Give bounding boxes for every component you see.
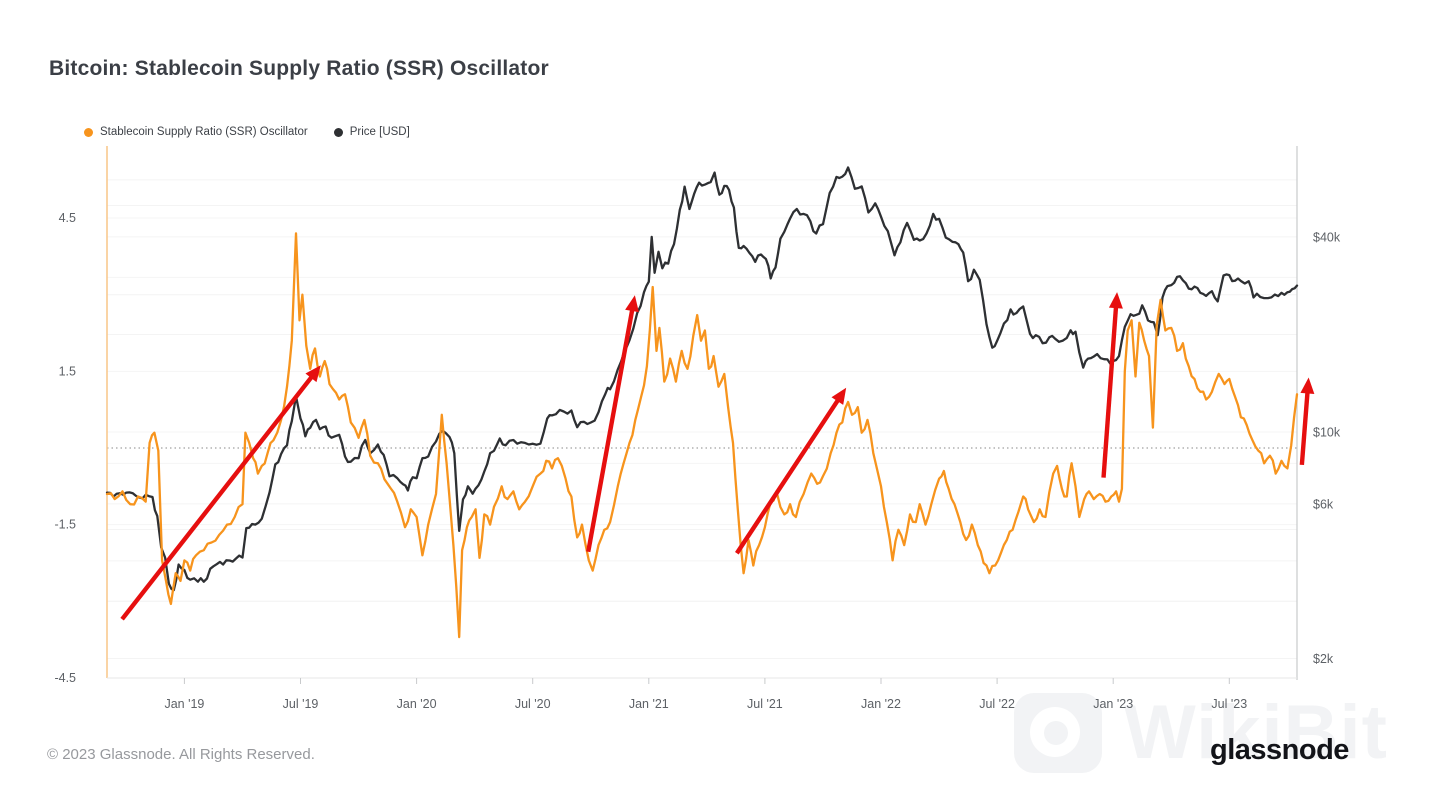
x-tick-label: Jan '20 <box>397 697 437 711</box>
annotation-arrow <box>1101 300 1119 478</box>
y-right-tick-label: $6k <box>1313 497 1334 511</box>
wikibit-logo-icon <box>1014 693 1102 773</box>
price-legend-marker-icon <box>333 127 343 137</box>
ssr-legend-marker-icon <box>84 127 93 137</box>
price-line <box>105 166 1299 592</box>
glassnode-logo: glassnode <box>1210 734 1349 766</box>
annotation-arrowhead <box>1300 377 1315 394</box>
annotation-arrow <box>1299 386 1311 466</box>
ssr-legend-label: Stablecoin Supply Ratio (SSR) Oscillator <box>100 126 308 138</box>
y-left-tick-label: 4.5 <box>59 211 76 225</box>
x-tick-label: Jul '20 <box>515 697 551 711</box>
legend: Stablecoin Supply Ratio (SSR) Oscillator… <box>84 126 410 138</box>
x-tick-label: Jan '22 <box>861 697 901 711</box>
y-left-tick-label: 1.5 <box>59 364 76 378</box>
wikibit-watermark-text: WikiBit <box>1124 690 1388 775</box>
annotation-arrowhead <box>1108 292 1123 309</box>
annotation-arrow <box>586 303 636 553</box>
annotation-arrow <box>120 370 318 621</box>
y-right-tick-label: $10k <box>1313 426 1341 440</box>
x-tick-label: Jul '22 <box>979 697 1015 711</box>
wikibit-watermark: WikiBit <box>1014 693 1388 773</box>
x-tick-label: Jan '19 <box>164 697 204 711</box>
annotation-arrowhead <box>831 387 847 405</box>
annotation-arrowhead <box>625 295 639 313</box>
annotation-arrow <box>735 394 844 555</box>
copyright-text: © 2023 Glassnode. All Rights Reserved. <box>47 746 315 763</box>
legend-item-price[interactable]: Price [USD] <box>333 126 410 138</box>
x-tick-label: Jan '23 <box>1093 697 1133 711</box>
ssr-line <box>105 232 1299 639</box>
chart-title: Bitcoin: Stablecoin Supply Ratio (SSR) O… <box>49 57 549 80</box>
annotation-arrowhead <box>305 365 321 383</box>
x-tick-label: Jan '21 <box>629 697 669 711</box>
price-legend-label: Price [USD] <box>349 126 410 138</box>
wikibit-globe-inner <box>1044 721 1068 745</box>
y-left-tick-label: -4.5 <box>54 671 76 685</box>
x-tick-label: Jul '19 <box>283 697 319 711</box>
y-right-tick-label: $2k <box>1313 652 1334 666</box>
y-right-tick-label: $40k <box>1313 230 1341 244</box>
x-tick-label: Jul '23 <box>1211 697 1247 711</box>
x-tick-label: Jul '21 <box>747 697 783 711</box>
legend-item-ssr[interactable]: Stablecoin Supply Ratio (SSR) Oscillator <box>84 126 308 138</box>
y-left-tick-label: -1.5 <box>54 518 76 532</box>
plot-area[interactable] <box>107 150 1297 678</box>
